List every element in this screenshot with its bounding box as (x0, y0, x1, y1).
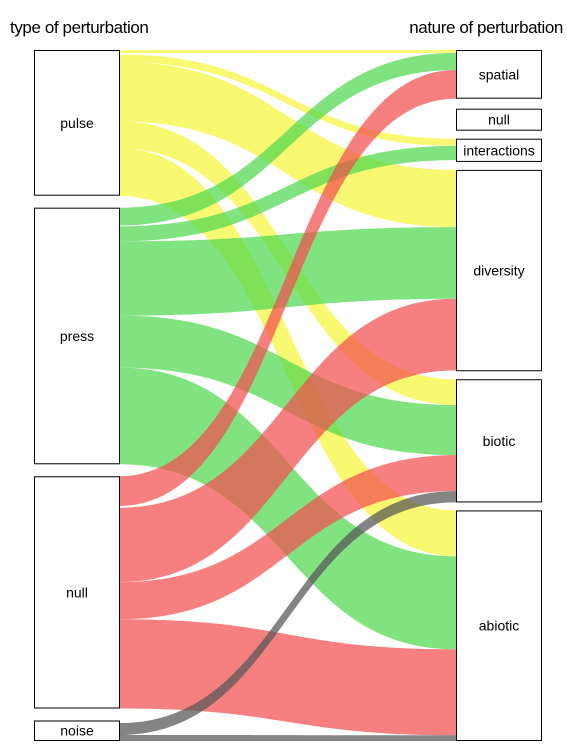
left-node-label-null: null (66, 584, 88, 600)
left-node-null (34, 476, 120, 709)
flow-null-to-diversity (119, 298, 456, 583)
right-node-label-null: null (488, 112, 510, 128)
right-axis-header: nature of perturbation (409, 18, 563, 37)
flow-null-to-spatial (119, 70, 456, 507)
left-axis-header: type of perturbation (10, 18, 148, 37)
right-node-label-abiotic: abiotic (479, 618, 519, 634)
flow-noise-to-abiotic (119, 735, 456, 741)
flow-press-to-biotic (119, 315, 456, 456)
flow-press-to-interactions (119, 145, 456, 242)
flow-noise-to-biotic (119, 490, 456, 736)
flow-pulse-to-abiotic (119, 148, 456, 557)
flow-pulse-to-spatial (119, 50, 456, 53)
right-node-label-diversity: diversity (473, 263, 524, 279)
right-node-label-spatial: spatial (479, 66, 519, 82)
left-node-label-noise: noise (60, 723, 94, 739)
right-node-abiotic (456, 510, 542, 742)
flow-press-to-diversity (119, 227, 456, 316)
right-node-label-interactions: interactions (463, 142, 535, 158)
right-node-biotic (456, 379, 542, 503)
right-node-diversity (456, 169, 542, 372)
left-node-noise (34, 720, 120, 742)
right-node-interactions (456, 138, 542, 162)
right-node-spatial (456, 50, 542, 99)
nodes-layer: pulse press null noise spatial null interactio… (34, 50, 542, 742)
flow-null-to-biotic (119, 455, 456, 620)
left-node-press (34, 207, 120, 465)
right-node-null (456, 108, 542, 131)
left-node-pulse (34, 50, 120, 196)
flow-pulse-to-interactions (119, 54, 456, 146)
right-node-label-biotic: biotic (483, 433, 516, 449)
left-node-label-pulse: pulse (60, 115, 94, 131)
left-node-label-press: press (60, 328, 94, 344)
flow-press-to-spatial (119, 52, 456, 226)
flows-layer (119, 50, 456, 741)
